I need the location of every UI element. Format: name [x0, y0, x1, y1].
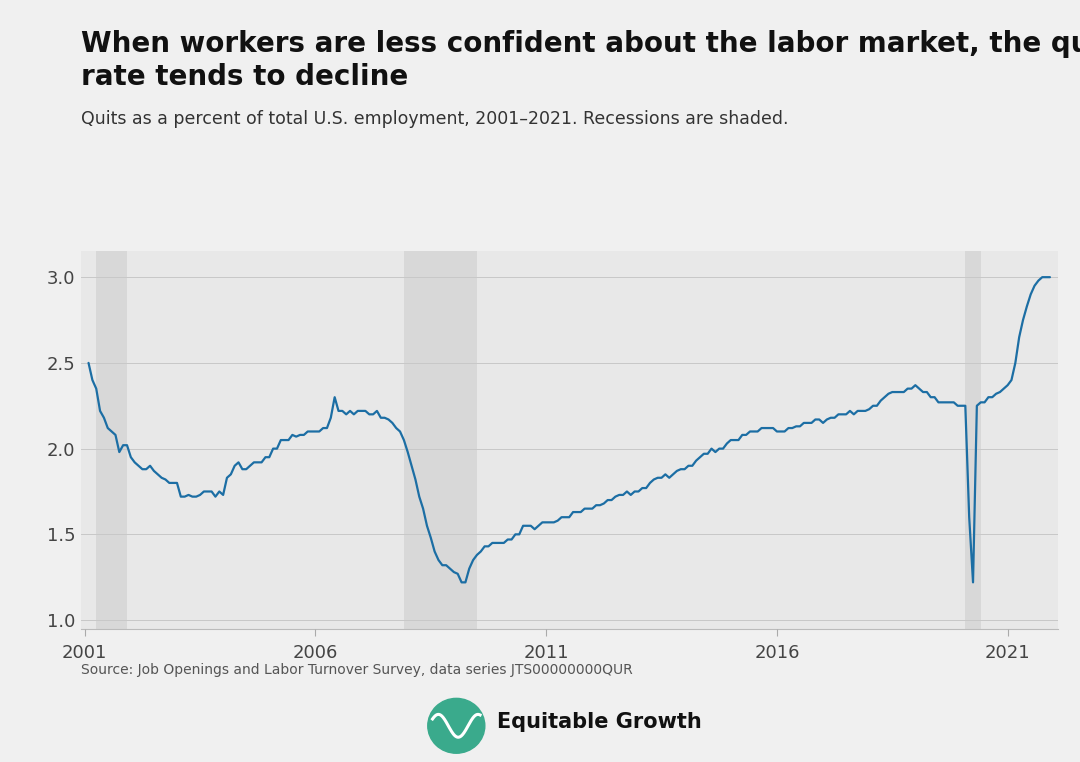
Bar: [404, 251, 477, 629]
Bar: [96, 251, 127, 629]
Text: Quits as a percent of total U.S. employment, 2001–2021. Recessions are shaded.: Quits as a percent of total U.S. employm…: [81, 110, 788, 129]
Bar: [966, 251, 981, 629]
Text: Equitable Growth: Equitable Growth: [497, 712, 702, 732]
Text: When workers are less confident about the labor market, the quits
rate tends to : When workers are less confident about th…: [81, 30, 1080, 91]
Circle shape: [428, 698, 485, 753]
Text: Source: Job Openings and Labor Turnover Survey, data series JTS00000000QUR: Source: Job Openings and Labor Turnover …: [81, 663, 633, 677]
